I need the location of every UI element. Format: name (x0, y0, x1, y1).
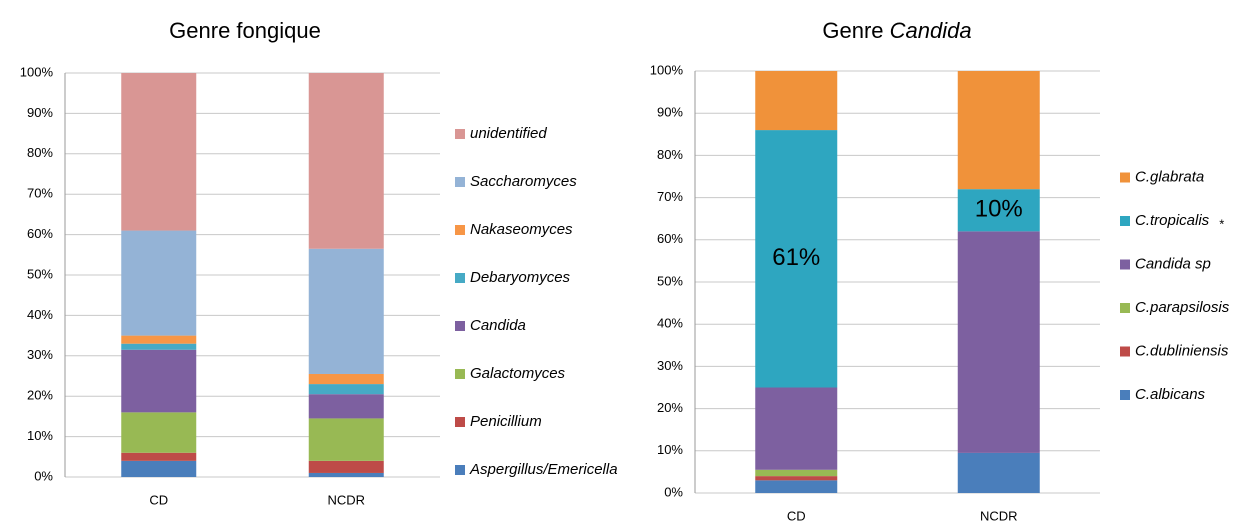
legend-swatch (455, 417, 465, 427)
legend-swatch (455, 129, 465, 139)
y-tick-label: 0% (664, 484, 683, 499)
y-tick-label: 40% (27, 307, 53, 322)
legend-swatch (455, 273, 465, 283)
bar-segment (308, 394, 384, 419)
bar-segment (755, 130, 838, 388)
bar-segment (308, 73, 384, 249)
chart-title: Genre Candida (822, 18, 971, 43)
y-tick-label: 40% (657, 316, 683, 331)
x-tick-label: NCDR (980, 508, 1018, 522)
y-tick-label: 50% (27, 266, 53, 281)
legend-label: C.dubliniensis (1135, 342, 1229, 359)
y-tick-label: 90% (27, 105, 53, 120)
y-tick-label: 20% (657, 400, 683, 415)
y-tick-label: 80% (657, 147, 683, 162)
legend-label: Candida (470, 317, 526, 334)
legend-label: Candida sp (1135, 255, 1211, 272)
bar-segment (308, 248, 384, 374)
y-tick-label: 30% (657, 358, 683, 373)
bar-segment (957, 452, 1040, 493)
y-tick-label: 70% (27, 186, 53, 201)
legend-swatch (1120, 216, 1130, 226)
legend-label: C.albicans (1135, 386, 1206, 403)
y-tick-label: 90% (657, 105, 683, 120)
bar-segment (755, 476, 838, 481)
bar-segment (308, 373, 384, 385)
legend-label: Debaryomyces (470, 269, 571, 286)
legend-swatch (1120, 390, 1130, 400)
legend-swatch (455, 321, 465, 331)
legend-swatch (1120, 259, 1130, 270)
y-tick-label: 10% (657, 442, 683, 457)
title-text: Genre fongique (169, 18, 321, 43)
x-tick-label: NCDR (327, 492, 365, 507)
legend-label: unidentified (470, 125, 547, 142)
title-italic: Candida (890, 18, 972, 43)
bar-segment (121, 335, 197, 344)
bar-segment (957, 189, 1040, 232)
data-label: 10% (975, 196, 1023, 223)
bar-segment (957, 231, 1040, 453)
y-tick-label: 50% (657, 273, 683, 288)
legend-label: Penicillium (470, 413, 542, 430)
title-text: Genre (822, 18, 883, 43)
y-tick-label: 0% (34, 468, 53, 483)
bar-segment (755, 71, 838, 131)
legend-label: C.glabrata (1135, 168, 1204, 185)
y-tick-label: 10% (27, 428, 53, 443)
bar-segment (755, 480, 838, 493)
bar-segment (121, 230, 197, 336)
y-tick-label: 100% (20, 64, 54, 79)
legend-swatch (455, 465, 465, 475)
bar-segment (121, 349, 197, 413)
y-tick-label: 60% (657, 231, 683, 246)
chart-title: Genre fongique (169, 18, 321, 43)
legend-label: C.parapsilosis (1135, 299, 1230, 316)
y-tick-label: 80% (27, 145, 53, 160)
y-tick-label: 100% (650, 62, 684, 77)
bar-segment (308, 384, 384, 395)
legend-label: Nakaseomyces (470, 221, 573, 238)
annotation: * (1219, 216, 1224, 231)
legend-label: Aspergillus/Emericella (469, 461, 618, 478)
bar-segment (755, 469, 838, 477)
y-tick-label: 70% (657, 189, 683, 204)
data-label: 61% (772, 244, 820, 271)
bar-segment (308, 418, 384, 461)
legend-label: Galactomyces (470, 365, 566, 382)
legend-swatch (455, 177, 465, 187)
legend-label: Saccharomyces (470, 173, 577, 190)
y-tick-label: 20% (27, 388, 53, 403)
bar-segment (121, 460, 197, 477)
legend-swatch (1120, 303, 1130, 313)
x-tick-label: CD (149, 492, 168, 507)
legend-swatch (1120, 346, 1130, 357)
bar-segment (957, 71, 1040, 190)
bar-segment (755, 387, 838, 470)
legend-label: C.tropicalis (1135, 212, 1210, 229)
legend-swatch (1120, 172, 1130, 183)
legend-swatch (455, 225, 465, 235)
bar-segment (121, 343, 197, 350)
bar-segment (121, 73, 197, 231)
bar-segment (121, 412, 197, 453)
y-tick-label: 30% (27, 347, 53, 362)
bar-segment (121, 452, 197, 461)
y-tick-label: 60% (27, 226, 53, 241)
x-tick-label: CD (787, 508, 806, 522)
bar-segment (308, 460, 384, 473)
legend-swatch (455, 369, 465, 379)
bar-segment (308, 472, 384, 477)
